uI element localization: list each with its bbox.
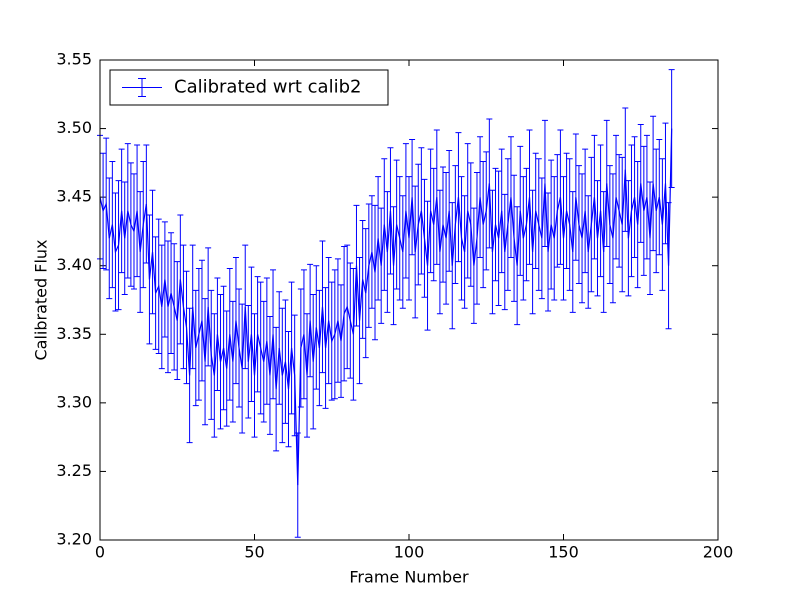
y-tick-label: 3.50 — [56, 118, 92, 137]
x-tick-label: 50 — [244, 543, 264, 562]
x-axis-label: Frame Number — [349, 568, 469, 587]
y-tick-label: 3.25 — [56, 461, 92, 480]
y-tick-label: 3.45 — [56, 187, 92, 206]
y-tick-label: 3.30 — [56, 392, 92, 411]
legend-label: Calibrated wrt calib2 — [174, 77, 361, 98]
plot-frame — [99, 59, 719, 541]
y-tick-label: 3.40 — [56, 255, 92, 274]
y-tick-label: 3.35 — [56, 324, 92, 343]
y-tick-label: 3.20 — [56, 530, 92, 549]
x-tick-label: 200 — [703, 543, 734, 562]
data-line — [99, 128, 673, 486]
legend-marker — [122, 78, 162, 97]
x-tick-label: 150 — [548, 543, 579, 562]
y-axis-label: Calibrated Flux — [32, 239, 51, 360]
y-tick-label: 3.55 — [56, 50, 92, 69]
x-tick-label: 0 — [95, 543, 105, 562]
x-tick-label: 100 — [394, 543, 425, 562]
